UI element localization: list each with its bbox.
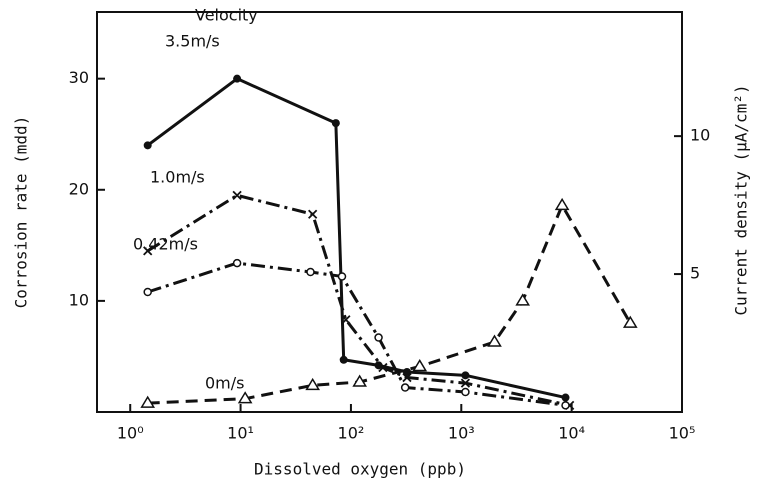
marker [461,371,470,380]
y-tick-label: 30 [69,68,89,87]
marker [143,141,152,150]
marker [561,401,570,410]
y2-tick-label: 5 [690,264,700,283]
marker [622,315,638,328]
x-tick-label: 10¹ [227,424,254,443]
marker [140,395,156,408]
y2-tick-label: 10 [690,126,710,145]
marker [412,358,428,372]
y-tick-label: 20 [69,179,89,198]
series-label: 1.0m/s [150,168,205,187]
y2-axis-label: Current density (μA/cm²) [732,84,751,315]
marker [378,362,388,373]
series-line [147,261,566,407]
marker [460,378,471,388]
marker [341,315,351,325]
x-axis-label: Dissolved oxygen (ppb) [254,460,466,479]
marker [331,119,340,128]
marker [402,368,411,376]
marker [143,287,152,297]
marker [337,272,347,281]
marker [237,391,253,404]
marker [232,190,242,200]
marker [306,267,315,277]
y-tick-label: 10 [69,290,89,309]
marker [487,334,502,347]
series-line [146,77,566,400]
x-tick-label: 10⁵ [669,424,696,443]
marker [461,387,470,397]
marker [339,355,348,364]
x-tick-label: 10⁴ [558,424,585,443]
x-tick-label: 10² [338,424,365,443]
annotation: Velocity [195,6,258,25]
marker [143,246,153,256]
plot-frame [96,11,683,413]
series-line [146,193,571,407]
y-axis-label: Corrosion rate (mdd) [12,116,31,309]
marker [374,333,383,342]
marker [352,374,367,387]
marker [400,383,410,392]
marker [374,361,383,370]
series-label: 0m/s [205,374,245,393]
marker [308,209,318,219]
marker [561,393,570,402]
marker [515,293,531,306]
x-tick-label: 10⁰ [117,424,144,443]
marker [554,197,570,211]
x-tick-label: 10³ [448,424,475,443]
marker [232,258,242,268]
series-label: 3.5m/s [165,32,220,51]
series-label: 0.42m/s [133,235,198,254]
marker [402,372,412,383]
marker [233,74,242,83]
marker [305,377,320,391]
